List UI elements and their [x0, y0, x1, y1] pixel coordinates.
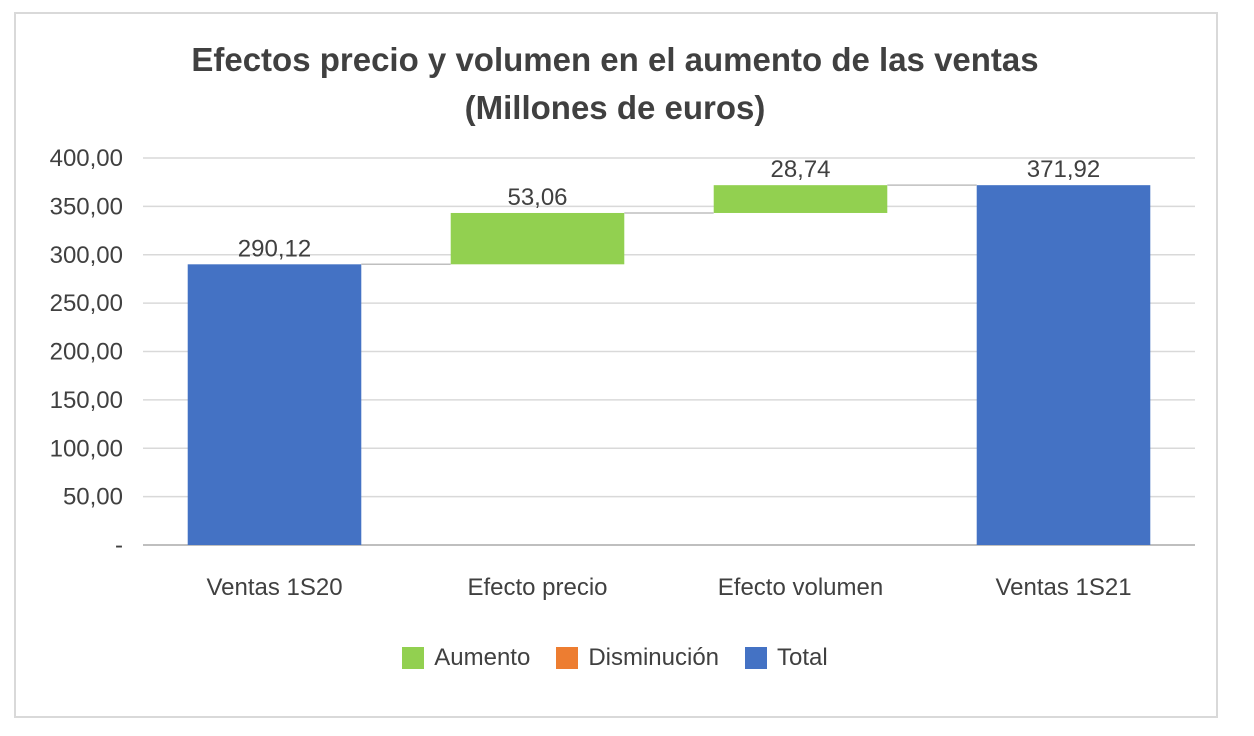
x-tick-label: Ventas 1S20	[206, 574, 342, 601]
legend-item-aumento: Aumento	[402, 644, 530, 672]
chart-subtitle: (Millones de euros)	[464, 89, 766, 126]
legend-swatch-disminucion	[556, 647, 579, 669]
legend-item-total: Total	[745, 644, 828, 672]
y-tick-label: 100,00	[50, 435, 123, 462]
y-tick-label: 250,00	[50, 290, 123, 317]
bar	[187, 264, 362, 545]
y-tick-label: 300,00	[50, 242, 123, 269]
legend-item-disminucion: Disminución	[556, 644, 719, 672]
legend-label-aumento: Aumento	[434, 644, 531, 671]
y-tick-label: 150,00	[50, 387, 123, 414]
data-label: 371,92	[1027, 156, 1100, 183]
bar	[976, 185, 1151, 545]
bar	[450, 212, 625, 265]
x-tick-label: Efecto precio	[467, 574, 607, 601]
y-tick-label: 200,00	[50, 339, 123, 366]
legend: Aumento Disminución Total	[0, 644, 1230, 672]
y-tick-label: 350,00	[50, 193, 123, 220]
legend-swatch-aumento	[402, 647, 425, 669]
x-tick-label: Efecto volumen	[718, 574, 883, 601]
data-label: 290,12	[238, 235, 311, 262]
legend-label-total: Total	[777, 644, 828, 671]
y-tick-label: 400,00	[50, 145, 123, 172]
y-tick-label: -	[115, 532, 123, 559]
chart-title: Efectos precio y volumen en el aumento d…	[191, 41, 1039, 78]
data-label: 53,06	[507, 184, 567, 211]
bar	[713, 185, 888, 213]
legend-swatch-total	[745, 647, 768, 669]
legend-label-disminucion: Disminución	[588, 644, 720, 671]
data-label: 28,74	[770, 156, 830, 183]
y-tick-label: 50,00	[63, 484, 123, 511]
x-tick-label: Ventas 1S21	[995, 574, 1131, 601]
chart-title-block: Efectos precio y volumen en el aumento d…	[0, 36, 1230, 132]
